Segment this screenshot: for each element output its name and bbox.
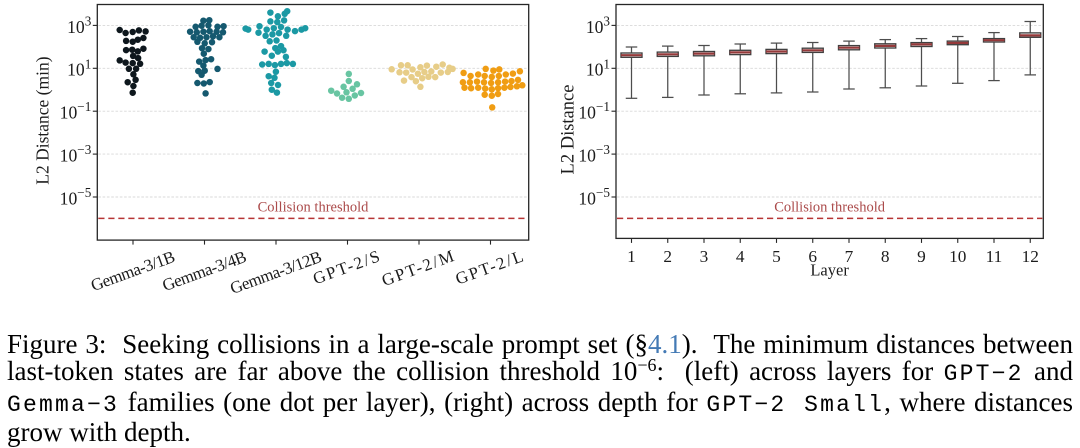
svg-text:103: 103 [67, 13, 92, 36]
svg-text:9: 9 [917, 247, 926, 266]
svg-text:103: 103 [586, 13, 611, 36]
svg-text:7: 7 [845, 247, 854, 266]
svg-text:L2 Distance: L2 Distance [558, 85, 578, 175]
svg-text:10−1: 10−1 [578, 99, 610, 122]
svg-text:4: 4 [736, 247, 745, 266]
svg-text:11: 11 [986, 247, 1003, 266]
svg-text:Collision threshold: Collision threshold [774, 200, 886, 216]
svg-text:12: 12 [1022, 247, 1039, 266]
svg-text:10−3: 10−3 [578, 142, 610, 165]
svg-text:1: 1 [627, 247, 636, 266]
svg-text:10: 10 [949, 247, 966, 266]
svg-text:10−5: 10−5 [578, 185, 610, 208]
svg-text:8: 8 [881, 247, 890, 266]
svg-text:2: 2 [663, 247, 672, 266]
svg-text:GPT-2/M: GPT-2/M [379, 246, 458, 290]
svg-text:6: 6 [808, 247, 817, 266]
svg-text:5: 5 [772, 247, 781, 266]
svg-text:L2 Distance (min): L2 Distance (min) [32, 56, 52, 184]
svg-text:10−5: 10−5 [60, 185, 92, 208]
svg-text:3: 3 [700, 247, 709, 266]
svg-text:GPT-2/S: GPT-2/S [310, 246, 384, 288]
svg-text:10−3: 10−3 [60, 142, 92, 165]
svg-text:GPT-2/L: GPT-2/L [453, 246, 528, 289]
svg-text:101: 101 [586, 56, 610, 79]
svg-text:10−1: 10−1 [60, 99, 92, 122]
svg-text:Layer: Layer [810, 261, 849, 280]
svg-text:Collision threshold: Collision threshold [258, 200, 370, 216]
svg-text:101: 101 [67, 56, 91, 79]
